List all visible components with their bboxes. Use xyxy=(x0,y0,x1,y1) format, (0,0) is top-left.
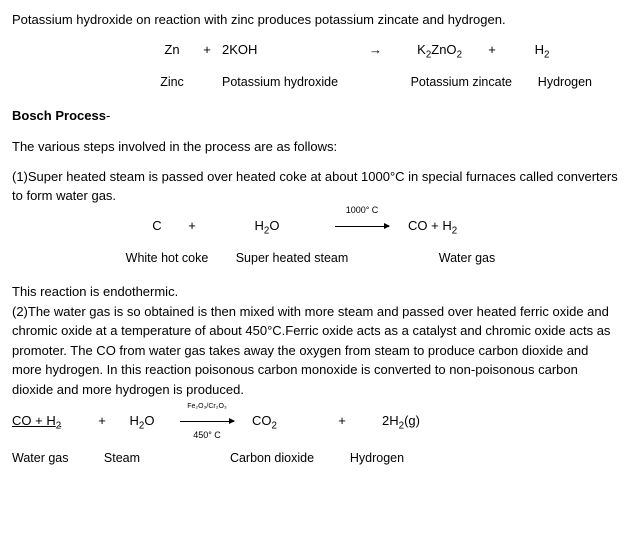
eq3-formula-row: CO + H2 + H2O Fe₂O₃/Cr₂O₃450° C CO2 + 2H… xyxy=(12,411,618,431)
eq3-watergas: CO + H2 xyxy=(12,411,82,431)
eq2-products: CO + H2 xyxy=(402,216,498,236)
eq2-l-coke: White hot coke xyxy=(112,245,222,268)
eq3-l-watergas: Water gas xyxy=(12,445,82,468)
eq1-h2: H2 xyxy=(522,40,562,60)
eq2-c: C xyxy=(142,216,172,236)
eq3-label-row: Water gas Steam Carbon dioxide Hydrogen xyxy=(12,445,618,468)
equation-1: Zn + 2KOH → K2ZnO2 + H2 Zinc Potassium h… xyxy=(12,40,618,92)
eq2-plus: + xyxy=(172,216,212,236)
endothermic-text: This reaction is endothermic. xyxy=(12,282,618,302)
eq3-h2g: 2H2(g) xyxy=(382,411,452,431)
bosch-heading: Bosch Process- xyxy=(12,106,618,126)
eq1-zn: Zn xyxy=(152,40,192,60)
eq1-plus1: + xyxy=(192,40,222,60)
eq2-label-row: White hot coke Super heated steam Water … xyxy=(12,245,618,268)
intro-text: Potassium hydroxide on reaction with zin… xyxy=(12,10,618,30)
eq1-formula-row: Zn + 2KOH → K2ZnO2 + H2 xyxy=(12,40,618,60)
eq2-l-steam: Super heated steam xyxy=(222,245,362,268)
eq2-l-watergas: Water gas xyxy=(422,245,512,268)
eq3-l-h2: Hydrogen xyxy=(332,445,422,468)
eq3-plus2: + xyxy=(302,411,382,431)
eq3-h2o: H2O xyxy=(122,411,162,431)
step-1-text: (1)Super heated steam is passed over hea… xyxy=(12,167,618,206)
eq3-l-co2: Carbon dioxide xyxy=(212,445,332,468)
eq2-formula-row: C + H2O 1000° C CO + H2 xyxy=(12,216,618,236)
eq1-l-zinc: Zinc xyxy=(152,69,192,92)
equation-2: C + H2O 1000° C CO + H2 White hot coke S… xyxy=(12,216,618,268)
eq2-arrow: 1000° C xyxy=(322,216,402,236)
eq2-h2o: H2O xyxy=(212,216,322,236)
eq1-koh: 2KOH xyxy=(222,40,282,60)
eq3-plus1: + xyxy=(82,411,122,431)
bosch-intro: The various steps involved in the proces… xyxy=(12,137,618,157)
eq1-l-zincate: Potassium zincate xyxy=(382,69,512,92)
eq1-label-row: Zinc Potassium hydroxide Potassium zinca… xyxy=(12,69,618,92)
eq1-arrow: → xyxy=(282,40,382,60)
eq1-l-koh: Potassium hydroxide xyxy=(222,69,382,92)
eq3-arrow: Fe₂O₃/Cr₂O₃450° C xyxy=(162,411,252,431)
eq1-l-h2: Hydrogen xyxy=(522,69,592,92)
equation-3: CO + H2 + H2O Fe₂O₃/Cr₂O₃450° C CO2 + 2H… xyxy=(12,411,618,467)
eq3-co2: CO2 xyxy=(252,411,302,431)
step-2-text: (2)The water gas is so obtained is then … xyxy=(12,302,618,400)
eq1-k2zno2: K2ZnO2 xyxy=(382,40,462,60)
eq1-plus2: + xyxy=(462,40,522,60)
eq3-l-steam: Steam xyxy=(82,445,162,468)
